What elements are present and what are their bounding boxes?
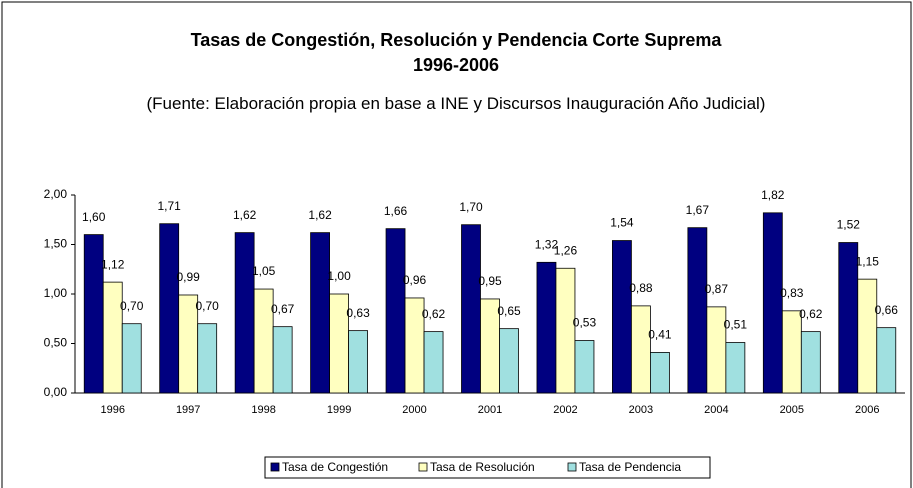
bar	[499, 328, 519, 394]
data-label: 1,67	[686, 203, 710, 217]
data-label: 1,15	[856, 254, 880, 268]
y-tick-label: 2,00	[44, 187, 68, 201]
bar	[159, 223, 180, 394]
bar	[762, 212, 783, 394]
data-label: 1,05	[252, 264, 276, 278]
bar	[385, 228, 406, 394]
bar	[574, 340, 595, 394]
data-label: 0,63	[346, 306, 370, 320]
data-label: 0,67	[271, 302, 295, 316]
legend-label: Tasa de Pendencia	[579, 460, 681, 474]
data-label: 1,66	[384, 204, 408, 218]
data-label: 1,32	[535, 237, 559, 251]
data-label: 0,65	[497, 304, 521, 318]
data-label: 1,82	[761, 188, 785, 202]
bar	[310, 232, 330, 394]
legend-label: Tasa de Congestión	[282, 460, 388, 474]
bar	[876, 327, 897, 394]
data-label: 1,62	[308, 208, 332, 222]
legend-swatch	[567, 462, 577, 472]
legend-swatch	[270, 462, 280, 472]
y-tick-label: 0,00	[44, 385, 68, 399]
bar	[631, 305, 651, 394]
data-label: 0,51	[724, 318, 748, 332]
data-label: 0,53	[573, 316, 597, 330]
x-tick-label: 1997	[176, 404, 200, 416]
bar	[857, 278, 878, 394]
data-label: 0,99	[177, 270, 201, 284]
data-label: 0,87	[705, 282, 729, 296]
x-tick-label: 1999	[327, 404, 351, 416]
bar	[800, 331, 821, 394]
bar	[121, 323, 142, 394]
bar	[650, 352, 670, 394]
legend-label: Tasa de Resolución	[430, 460, 535, 474]
x-tick-label: 2003	[629, 404, 653, 416]
x-tick-label: 2001	[478, 404, 502, 416]
chart-title: Tasas de Congestión, Resolución y Penden…	[190, 30, 722, 75]
x-tick-label: 2005	[780, 404, 804, 416]
data-label: 1,00	[327, 269, 351, 283]
bar	[612, 240, 632, 394]
bar	[555, 267, 576, 394]
bar	[781, 310, 802, 394]
data-label: 1,52	[837, 218, 861, 232]
data-label: 1,12	[101, 257, 125, 271]
y-tick-label: 1,00	[44, 286, 68, 300]
data-label: 0,70	[196, 299, 220, 313]
bar	[197, 323, 218, 394]
data-label: 0,88	[629, 281, 653, 295]
data-label: 0,96	[403, 273, 427, 287]
bar	[536, 261, 557, 394]
bar	[725, 342, 746, 394]
data-label: 0,41	[648, 328, 672, 342]
data-label: 1,62	[233, 208, 257, 222]
data-label: 0,83	[780, 286, 804, 300]
bar	[272, 326, 293, 394]
bar	[687, 227, 708, 394]
data-label: 0,70	[120, 299, 144, 313]
y-tick-label: 0,50	[44, 336, 68, 350]
x-tick-label: 2000	[402, 404, 426, 416]
data-label: 1,54	[610, 216, 634, 230]
x-tick-label: 1998	[251, 404, 275, 416]
bar	[461, 224, 481, 394]
data-label: 1,26	[554, 243, 578, 257]
data-label: 0,95	[478, 274, 502, 288]
bar	[348, 330, 368, 394]
data-label: 1,70	[459, 200, 483, 214]
x-tick-label: 1996	[100, 404, 124, 416]
x-tick-label: 2002	[553, 404, 577, 416]
data-label: 0,62	[422, 307, 446, 321]
data-label: 0,66	[875, 303, 899, 317]
data-label: 0,62	[799, 307, 823, 321]
x-tick-label: 2004	[704, 404, 728, 416]
bar	[234, 232, 255, 394]
legend-swatch	[418, 462, 428, 472]
x-tick-label: 2006	[855, 404, 879, 416]
chart-subtitle: (Fuente: Elaboración propia en base a IN…	[146, 94, 766, 113]
y-tick-label: 1,50	[44, 237, 68, 251]
data-label: 1,71	[158, 199, 182, 213]
data-label: 1,60	[82, 210, 106, 224]
bar	[423, 331, 444, 394]
legend-box	[264, 456, 711, 479]
